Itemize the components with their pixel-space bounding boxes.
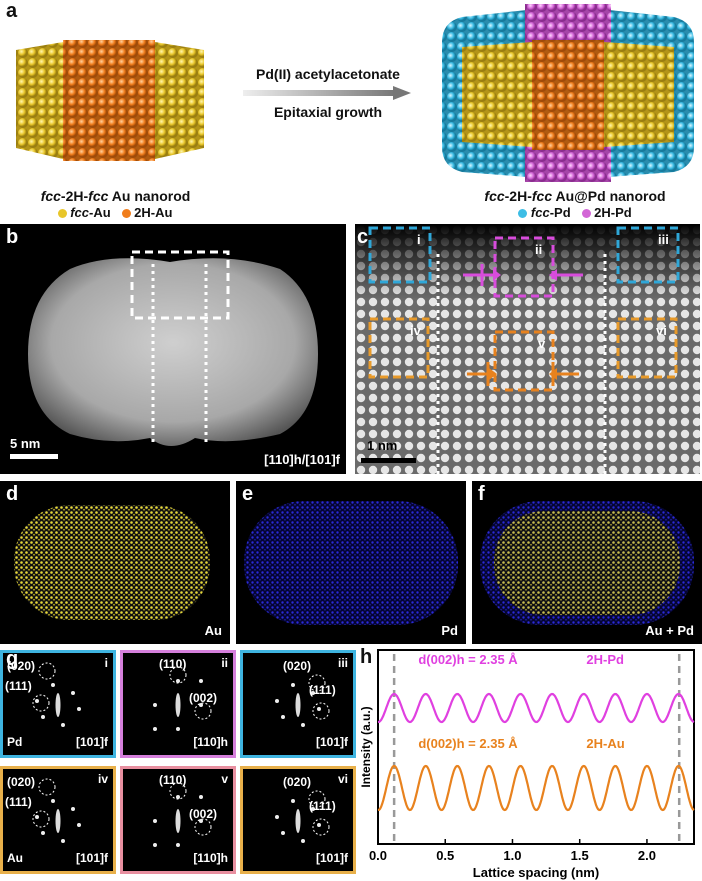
- x-tick-label: 1.5: [571, 848, 589, 863]
- panel-f-element-label: Au + Pd: [645, 623, 694, 638]
- panel-c-scale-label: 1 nm: [367, 438, 398, 453]
- x-tick-label: 1.0: [503, 848, 521, 863]
- fft-spot-label: (002): [189, 691, 218, 705]
- region-i-label: i: [417, 232, 421, 247]
- series-name: 2H-Pd: [586, 652, 624, 667]
- region-ii-label: ii: [535, 242, 543, 257]
- fft-zone-axis: [101]f: [75, 851, 108, 865]
- panel-d-letter: d: [6, 483, 19, 505]
- fft-spot-label: (020): [7, 775, 36, 789]
- fft-element-label: Au: [7, 851, 23, 865]
- fft-spot-label: (111): [309, 799, 336, 813]
- fft-cell-number: ii: [221, 656, 228, 670]
- panel-b-letter: b: [6, 226, 19, 248]
- fft-cell-number: vi: [337, 772, 348, 786]
- region-iv-label: iv: [410, 323, 421, 338]
- panel-d-element-label: Au: [204, 623, 222, 638]
- fft-spot-label: (111): [5, 679, 32, 693]
- region-iii-label: iii: [658, 232, 669, 247]
- series-annotation: d(002)h = 2.35 Å: [418, 652, 518, 667]
- fft-spot-label: (111): [5, 795, 32, 809]
- panel-e-element-label: Pd: [441, 623, 458, 638]
- fft-zone-axis: [101]f: [315, 735, 348, 749]
- y-axis-label: Intensity (a.u.): [359, 706, 373, 787]
- reaction-reagent-text: Pd(II) acetylacetonate: [256, 66, 400, 82]
- fft-zone-axis: [101]f: [75, 735, 108, 749]
- panel-h-letter: h: [360, 646, 373, 668]
- x-axis-label: Lattice spacing (nm): [473, 865, 599, 880]
- panel-e-letter: e: [242, 483, 254, 505]
- fft-cell-number: iv: [97, 772, 108, 786]
- panel-c-atomic-image: c i ii iii iv v vi 1 nm: [355, 224, 700, 474]
- fft-spot-label: (020): [283, 659, 312, 673]
- fft-cell-i: i (020) (111) Pd [101]f: [0, 650, 116, 758]
- fft-spot-label: (111): [309, 683, 336, 697]
- panel-d-au-map: d Au: [0, 481, 230, 644]
- fft-zone-axis: [101]f: [315, 851, 348, 865]
- region-vi-label: vi: [656, 323, 667, 338]
- right-model-legend: fcc-Pd 2H-Pd: [470, 205, 680, 220]
- fft-zone-axis: [110]h: [193, 851, 228, 865]
- x-tick-label: 0.5: [436, 848, 454, 863]
- region-v-label: v: [538, 336, 546, 351]
- fft-zone-axis: [110]h: [193, 735, 228, 749]
- fft-spot-label: (110): [159, 657, 187, 671]
- fft-cell-v: v (110) (002) [110]h: [120, 766, 236, 874]
- fft-cell-iv: iv (020) (111) Au [101]f: [0, 766, 116, 874]
- right-model-title: fcc-2H-fcc Au@Pd nanorod: [484, 188, 666, 204]
- series-line-2H-Pd: [377, 692, 695, 724]
- series-line-2H-Au: [377, 764, 695, 812]
- fft-cell-number: i: [104, 656, 108, 670]
- panel-g-letter: g: [6, 648, 19, 670]
- x-tick-label: 0.0: [369, 848, 387, 863]
- reaction-arrow: [243, 86, 411, 100]
- x-tick-label: 2.0: [638, 848, 656, 863]
- fft-cell-number: iii: [337, 656, 348, 670]
- left-model-title: fcc-2H-fcc Au nanorod: [40, 188, 191, 204]
- panel-b-haadf-image: b 5 nm [110]h/[101]f: [0, 224, 346, 474]
- panel-b-scale-label: 5 nm: [10, 436, 41, 451]
- fft-spot-label: (020): [7, 659, 36, 673]
- panel-f-overlay-map: f Au + Pd: [472, 481, 702, 644]
- fft-cell-vi: vi (020) (111) [101]f: [240, 766, 356, 874]
- fft-cell-number: v: [221, 772, 228, 786]
- fft-cell-ii: ii (110) (002) [110]h: [120, 650, 236, 758]
- au-pd-nanorod-model: [442, 4, 694, 182]
- fft-spot-label: (110): [159, 773, 187, 787]
- panel-c-letter: c: [357, 226, 369, 248]
- panel-b-zone-axis: [110]h/[101]f: [264, 452, 340, 467]
- left-model-legend: fcc-Au 2H-Au: [20, 205, 210, 220]
- panel-g-fft-grid: i (020) (111) Pd [101]f ii (110) (002) [110]h iii…: [0, 650, 360, 881]
- series-annotation: d(002)h = 2.35 Å: [418, 736, 518, 751]
- fft-element-label: Pd: [7, 735, 23, 749]
- panel-e-pd-map: e Pd: [236, 481, 466, 644]
- reaction-condition-text: Epitaxial growth: [273, 104, 383, 120]
- series-name: 2H-Au: [586, 736, 624, 751]
- panel-a-letter: a: [6, 0, 18, 22]
- au-nanorod-model: [16, 40, 204, 161]
- plot-frame: [377, 649, 695, 845]
- panel-h-chart: d(002)h = 2.35 Å 2H-Pd d(002)h = 2.35 Å 2H-…: [359, 649, 695, 880]
- fft-spot-label: (020): [283, 775, 312, 789]
- panel-f-letter: f: [478, 483, 485, 505]
- fft-spot-label: (002): [189, 807, 218, 821]
- fft-cell-iii: iii (020) (111) [101]f: [240, 650, 356, 758]
